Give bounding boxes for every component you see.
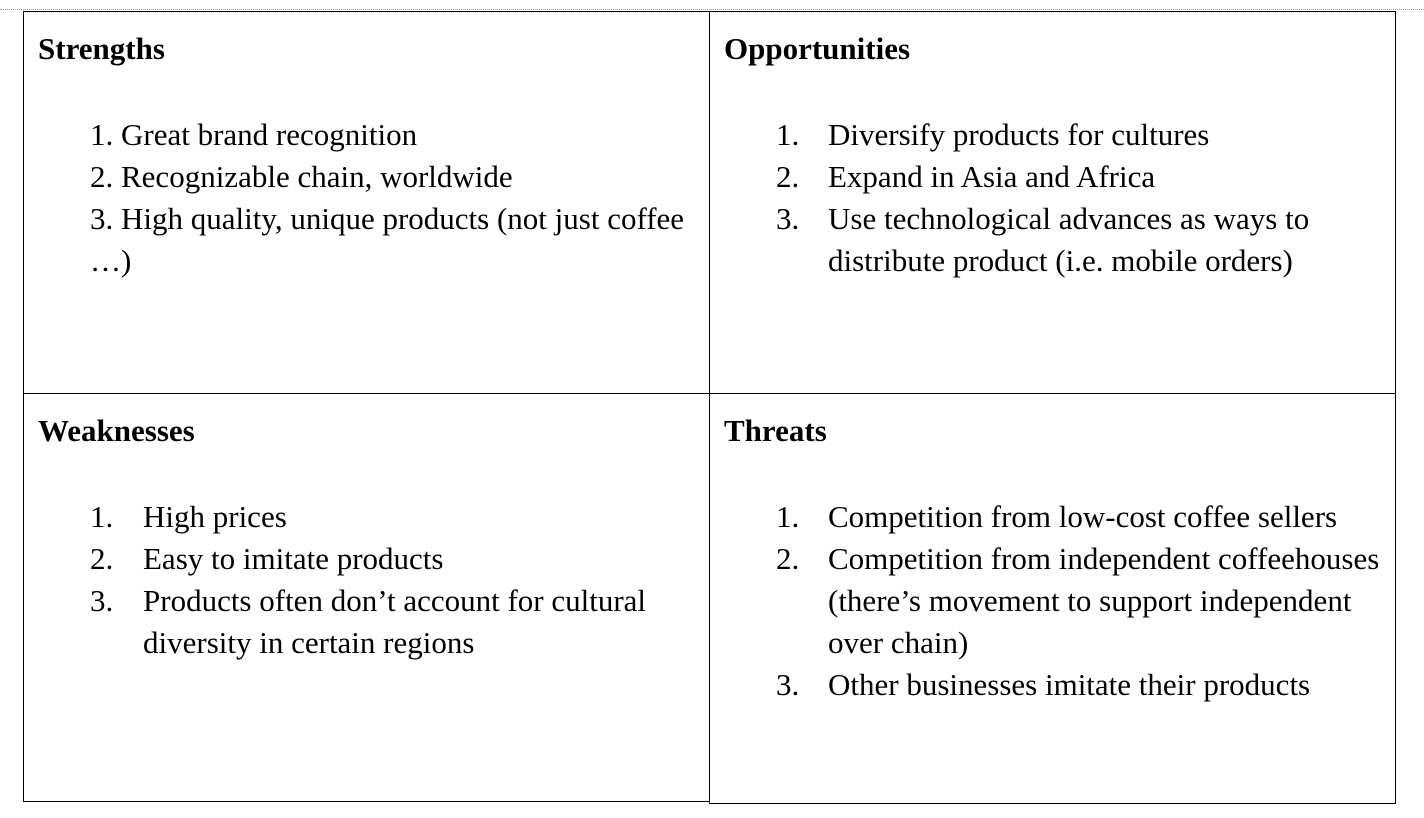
list-number: 1. bbox=[776, 117, 800, 152]
threats-list: 1. Competition from low-cost coffee selle… bbox=[776, 496, 1396, 706]
list-text: High prices bbox=[143, 499, 287, 534]
opportunities-heading: Opportunities bbox=[724, 31, 911, 66]
threats-heading: Threats bbox=[724, 413, 827, 448]
list-item: 3. Products often don’t account for cultu… bbox=[90, 580, 690, 664]
list-number: 3. bbox=[776, 201, 800, 236]
list-number: 2. bbox=[776, 159, 800, 194]
list-item: 2. Easy to imitate products bbox=[90, 538, 690, 580]
list-number: 3. bbox=[90, 201, 114, 236]
list-item: 1. Diversify products for cultures bbox=[776, 114, 1396, 156]
list-text: Use technological advances as ways to di… bbox=[828, 201, 1310, 278]
list-item: 3. Other businesses imitate their product… bbox=[776, 664, 1396, 706]
list-item: 1. High prices bbox=[90, 496, 690, 538]
list-item: 3. Use technological advances as ways to … bbox=[776, 198, 1396, 282]
list-number: 3. bbox=[776, 667, 800, 702]
list-text: Other businesses imitate their products bbox=[828, 667, 1311, 702]
list-number: 1. bbox=[90, 499, 114, 534]
list-item: 2. Competition from independent coffeehou… bbox=[776, 538, 1396, 664]
weaknesses-list: 1. High prices 2. Easy to imitate products… bbox=[90, 496, 690, 664]
list-item: 1. Great brand recognition bbox=[90, 114, 690, 156]
list-item: 3. High quality, unique products (not ju… bbox=[90, 198, 690, 282]
list-number: 1. bbox=[90, 117, 114, 152]
list-item: 2. Recognizable chain, worldwide bbox=[90, 156, 690, 198]
list-text: High quality, unique products (not just … bbox=[90, 201, 685, 278]
list-text: Competition from independent coffeehouse… bbox=[828, 541, 1380, 660]
weaknesses-heading: Weaknesses bbox=[38, 413, 195, 448]
strengths-cell: Strengths 1. Great brand recognition 2. … bbox=[23, 11, 710, 394]
list-item: 1. Competition from low-cost coffee selle… bbox=[776, 496, 1396, 538]
opportunities-list: 1. Diversify products for cultures 2. Expa… bbox=[776, 114, 1396, 282]
list-item: 2. Expand in Asia and Africa bbox=[776, 156, 1396, 198]
list-text: Products often don’t account for cultura… bbox=[143, 583, 647, 660]
list-text: Diversify products for cultures bbox=[828, 117, 1210, 152]
list-text: Competition from low-cost coffee sellers bbox=[828, 499, 1338, 534]
weaknesses-cell: Weaknesses 1. High prices 2. Easy to imita… bbox=[23, 393, 710, 802]
list-number: 2. bbox=[90, 159, 114, 194]
opportunities-cell: Opportunities 1. Diversify products for c… bbox=[709, 11, 1396, 394]
list-number: 1. bbox=[776, 499, 800, 534]
list-text: Great brand recognition bbox=[121, 117, 418, 152]
strengths-heading: Strengths bbox=[38, 31, 165, 66]
list-number: 2. bbox=[776, 541, 800, 576]
list-text: Recognizable chain, worldwide bbox=[121, 159, 513, 194]
threats-cell: Threats 1. Competition from low-cost coff… bbox=[709, 393, 1396, 804]
list-number: 3. bbox=[90, 583, 114, 618]
top-dotted-border bbox=[0, 9, 1424, 10]
list-text: Easy to imitate products bbox=[143, 541, 444, 576]
list-number: 2. bbox=[90, 541, 114, 576]
strengths-list: 1. Great brand recognition 2. Recognizab… bbox=[90, 114, 690, 282]
list-text: Expand in Asia and Africa bbox=[828, 159, 1156, 194]
